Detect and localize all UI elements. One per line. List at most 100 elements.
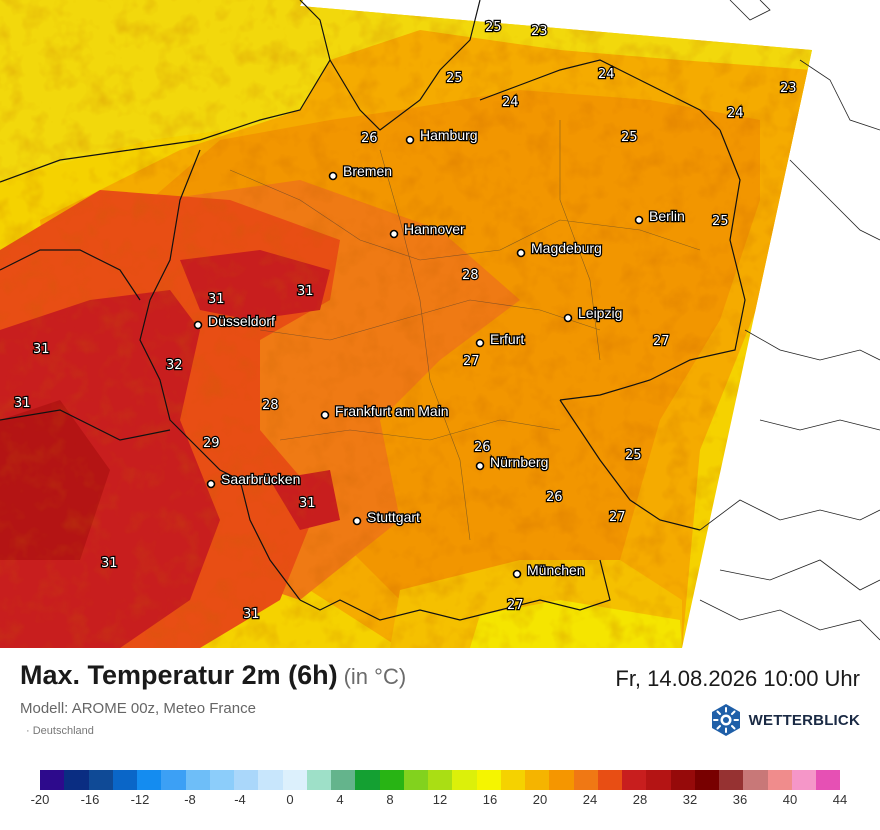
temp-label: 31 xyxy=(297,284,314,299)
scale-swatch xyxy=(646,770,671,790)
scale-swatch xyxy=(694,770,719,790)
scale-swatch xyxy=(597,770,622,790)
temp-label: 26 xyxy=(546,490,563,505)
temp-label: 24 xyxy=(727,106,744,121)
scale-swatch xyxy=(331,770,356,790)
svg-text:München: München xyxy=(527,562,585,578)
scale-swatch xyxy=(185,770,210,790)
temp-label: 25 xyxy=(621,130,638,145)
scale-tick-label: 4 xyxy=(336,792,344,807)
scale-swatch xyxy=(379,770,404,790)
svg-text:Erfurt: Erfurt xyxy=(490,331,524,347)
scale-swatch xyxy=(88,770,113,790)
city-frankfurt[interactable]: Frankfurt am Main xyxy=(320,402,450,420)
scale-tick-label: 24 xyxy=(582,792,598,807)
scale-swatch xyxy=(791,770,816,790)
unit-text: (in °C) xyxy=(343,664,407,689)
map-title: Max. Temperatur 2m (6h) (in °C) xyxy=(20,660,406,691)
temp-label: 29 xyxy=(203,436,220,451)
wetterblick-logo-icon xyxy=(711,704,740,736)
scale-tick-label: 16 xyxy=(482,792,498,807)
title-text: Max. Temperatur 2m (6h) xyxy=(20,660,338,690)
scale-swatch xyxy=(403,770,428,790)
scale-tick-label: -12 xyxy=(130,792,150,807)
temp-label: 25 xyxy=(625,448,642,463)
city-hamburg[interactable]: Hamburg xyxy=(405,126,479,145)
city-magdeburg[interactable]: Magdeburg xyxy=(516,239,603,258)
info-panel xyxy=(0,648,880,830)
scale-swatch xyxy=(282,770,307,790)
temp-label: 23 xyxy=(780,81,797,96)
city-leipzig[interactable]: Leipzig xyxy=(563,304,624,323)
scale-swatch xyxy=(719,770,744,790)
svg-text:Saarbrücken: Saarbrücken xyxy=(221,471,300,487)
scale-tick-label: -20 xyxy=(30,792,50,807)
scale-swatch xyxy=(234,770,259,790)
temp-label: 31 xyxy=(101,556,118,571)
scale-tick-label: -4 xyxy=(234,792,246,807)
svg-text:Leipzig: Leipzig xyxy=(578,305,622,321)
scale-tick-label: 44 xyxy=(832,792,848,807)
scale-swatch xyxy=(816,770,841,790)
city-erfurt[interactable]: Erfurt xyxy=(475,330,526,348)
city-hannover[interactable]: Hannover xyxy=(389,220,466,239)
scale-tick-label: 20 xyxy=(532,792,548,807)
scale-swatch xyxy=(476,770,501,790)
temp-label: 24 xyxy=(598,67,615,82)
valid-datetime: Fr, 14.08.2026 10:00 Uhr xyxy=(615,666,860,691)
scale-tick-label: 32 xyxy=(682,792,698,807)
state-borders xyxy=(229,120,701,541)
temp-label: 27 xyxy=(653,334,670,349)
scale-swatch xyxy=(209,770,234,790)
scale-swatch xyxy=(452,770,477,790)
scale-swatch xyxy=(137,770,162,790)
scale-tick-label: 36 xyxy=(732,792,748,807)
scale-swatch xyxy=(670,770,695,790)
scale-swatch xyxy=(64,770,89,790)
scale-tick-label: 12 xyxy=(432,792,448,807)
brand-logo[interactable]: WETTERBLICK xyxy=(709,703,860,737)
city-bremen[interactable]: Bremen xyxy=(328,162,393,181)
scale-swatch xyxy=(428,770,453,790)
scale-swatch xyxy=(622,770,647,790)
temp-label: 27 xyxy=(609,510,626,525)
temp-label: 25 xyxy=(485,20,502,35)
city-muenchen[interactable]: München xyxy=(512,561,586,579)
scale-tick-label: 40 xyxy=(782,792,798,807)
city-nuernberg[interactable]: Nürnberg xyxy=(475,453,550,471)
temp-label: 27 xyxy=(463,354,480,369)
temp-label: 28 xyxy=(262,398,279,413)
temperature-labels: 25 23 25 24 23 24 26 25 24 25 31 31 28 3… xyxy=(13,19,798,623)
scale-tick-label: 0 xyxy=(286,792,294,807)
scale-swatch xyxy=(258,770,283,790)
temp-label: 25 xyxy=(712,214,729,229)
temp-label: 31 xyxy=(208,292,225,307)
temp-label: 31 xyxy=(14,396,31,411)
temp-label: 32 xyxy=(166,358,183,373)
city-saarbruecken[interactable]: Saarbrücken xyxy=(206,470,302,489)
svg-text:Stuttgart: Stuttgart xyxy=(367,509,420,525)
city-berlin[interactable]: Berlin xyxy=(634,207,686,225)
scale-tick-label: 8 xyxy=(386,792,394,807)
temp-label: 24 xyxy=(502,95,519,110)
color-scale-bar xyxy=(40,770,841,790)
scale-swatch xyxy=(355,770,380,790)
svg-text:Frankfurt am Main: Frankfurt am Main xyxy=(335,403,449,419)
scale-swatch xyxy=(743,770,768,790)
city-markers: Hamburg Bremen Hannover Berlin Magdeburg… xyxy=(193,126,686,579)
scale-tick-label: -8 xyxy=(184,792,196,807)
city-duesseldorf[interactable]: Düsseldorf xyxy=(193,312,276,330)
scale-swatch xyxy=(112,770,137,790)
temp-label: 31 xyxy=(33,342,50,357)
scale-tick-label: 28 xyxy=(632,792,648,807)
scale-swatch xyxy=(40,770,65,790)
scale-swatch xyxy=(525,770,550,790)
city-stuttgart[interactable]: Stuttgart xyxy=(352,508,421,526)
scale-swatch xyxy=(767,770,792,790)
neighbour-borders xyxy=(699,0,880,641)
temp-label: 27 xyxy=(507,598,524,613)
temp-label: 26 xyxy=(474,440,491,455)
svg-text:Hamburg: Hamburg xyxy=(420,127,478,143)
temperature-map: 25 23 25 24 23 24 26 25 24 25 31 31 28 3… xyxy=(0,0,880,648)
svg-text:Bremen: Bremen xyxy=(343,163,392,179)
